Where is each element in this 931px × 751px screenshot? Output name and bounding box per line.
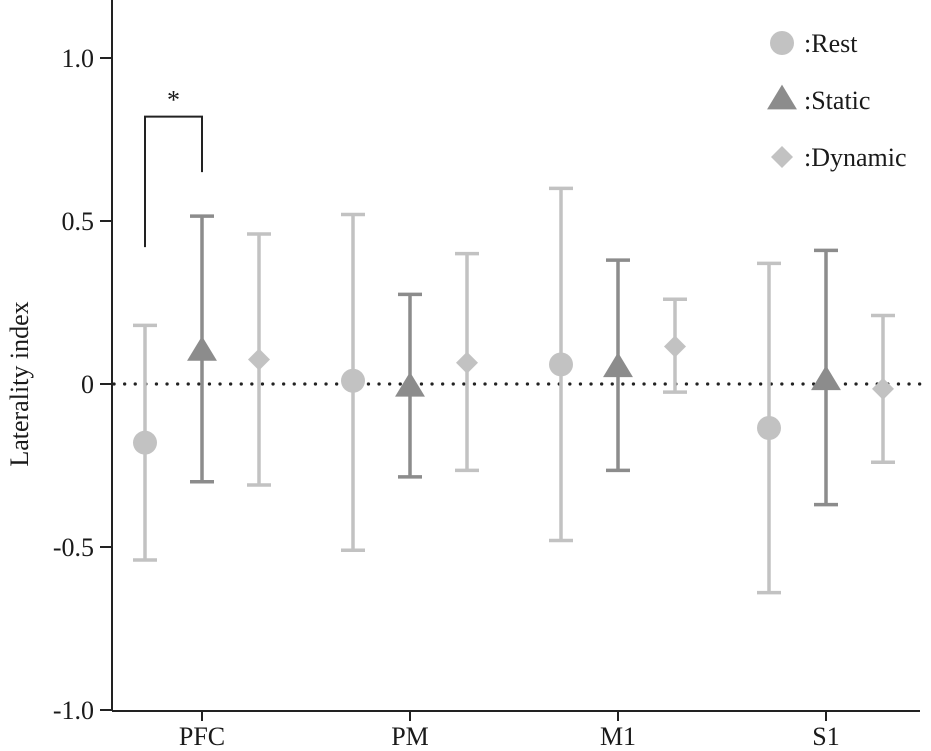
data-point-diamond	[248, 348, 270, 371]
annotation-layer: *	[144, 86, 203, 248]
series-diamond	[247, 232, 895, 487]
legend-marker-triangle	[767, 84, 797, 110]
data-point-triangle	[603, 352, 633, 378]
data-point-triangle	[395, 371, 425, 397]
legend-label: :Static	[804, 86, 870, 115]
data-point-diamond	[456, 351, 478, 374]
series-triangle	[187, 214, 841, 507]
x-tick-label: S1	[812, 722, 839, 751]
y-tick-label: 1.0	[62, 44, 95, 73]
legend-item: :Static	[767, 84, 870, 115]
data-point-circle	[341, 368, 365, 393]
legend-marker-circle	[770, 31, 794, 55]
data-point-triangle	[811, 365, 841, 391]
data-point-circle	[549, 352, 573, 377]
legend-item: :Rest	[770, 29, 858, 58]
y-tick-label: 0	[81, 370, 94, 399]
legend-marker-diamond	[771, 146, 793, 168]
legend: :Rest :Static :Dynamic	[767, 29, 907, 172]
data-point-diamond	[664, 335, 686, 358]
x-tick-label: PM	[391, 722, 429, 751]
axes: 1.0 0.5 0 -0.5 -1.0 PFC PM M1 S1	[53, 0, 920, 751]
y-tick-label: 0.5	[62, 207, 95, 236]
data-point-diamond	[872, 377, 894, 400]
y-tick-label: -0.5	[53, 533, 94, 562]
x-tick-label: PFC	[179, 722, 225, 751]
significance-bracket	[144, 115, 203, 248]
y-tick-label: -1.0	[53, 696, 94, 725]
data-point-circle	[757, 416, 781, 441]
significance-label: *	[167, 86, 180, 115]
legend-label: :Dynamic	[804, 143, 907, 172]
x-tick-label: M1	[600, 722, 636, 751]
y-axis-title: Laterality index	[5, 301, 34, 466]
legend-label: :Rest	[804, 29, 858, 58]
data-point-circle	[133, 430, 157, 455]
legend-item: :Dynamic	[771, 143, 907, 172]
series-circle	[133, 186, 781, 595]
data-point-triangle	[187, 336, 217, 361]
data-marks	[133, 186, 895, 595]
